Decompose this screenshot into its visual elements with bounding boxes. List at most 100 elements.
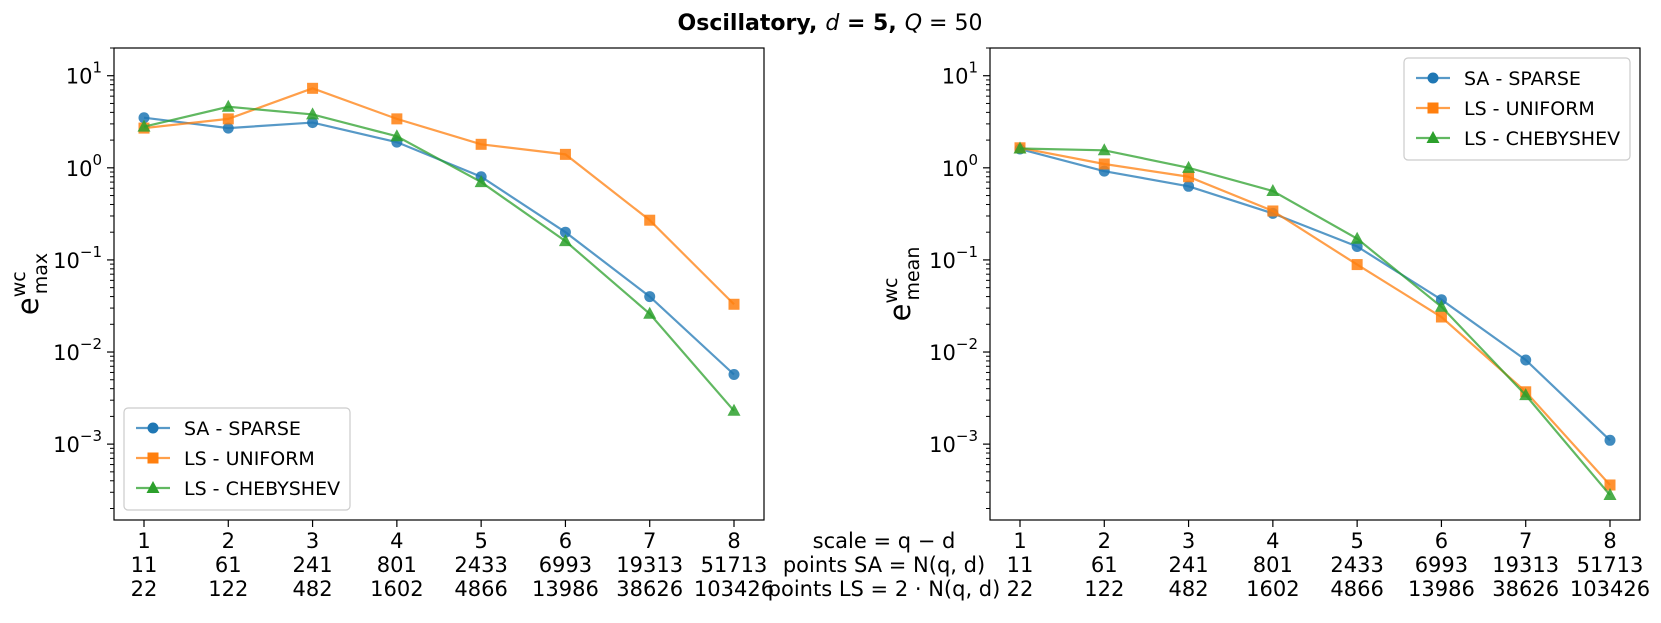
x-tick-label-scale: 7 xyxy=(1519,529,1532,553)
y-tick-label: 10−1 xyxy=(53,243,102,273)
legend-marker xyxy=(146,481,160,493)
data-point-sa xyxy=(307,117,319,129)
data-point-ls_chebyshev xyxy=(390,129,404,142)
x-tick-label-scale: 8 xyxy=(1603,529,1616,553)
legend-box xyxy=(1403,57,1631,161)
x-tick-label-points-sa: 61 xyxy=(1091,553,1118,577)
legend-label: SA - SPARSE xyxy=(184,418,301,440)
y-tick-label: 100 xyxy=(66,151,102,181)
x-tick-label-points-sa: 61 xyxy=(215,553,242,577)
legend-box xyxy=(123,407,351,511)
data-point-ls_chebyshev xyxy=(1434,299,1448,312)
legend: SA - SPARSE LS - UNIFORM LS - CHEBYSHEV xyxy=(1403,57,1631,161)
x-tick-label-points-sa: 51713 xyxy=(1577,553,1644,577)
x-tick-label-scale: 8 xyxy=(727,529,740,553)
series-line-ls_uniform xyxy=(1019,146,1611,486)
x-tick-label-scale: 7 xyxy=(643,529,656,553)
legend-marker xyxy=(1427,102,1439,114)
y-tick-label: 10−2 xyxy=(929,335,978,365)
x-tick-label-points-ls: 1602 xyxy=(1246,577,1299,601)
legend-label: LS - CHEBYSHEV xyxy=(184,478,340,500)
x-tick-label-scale: 6 xyxy=(559,529,572,553)
data-point-ls_uniform xyxy=(1098,158,1110,170)
data-point-ls_uniform xyxy=(307,82,319,94)
data-point-ls_uniform xyxy=(1435,311,1447,323)
x-tick-label-points-ls: 4866 xyxy=(1330,577,1383,601)
data-point-ls_uniform xyxy=(222,113,234,125)
title-q-value: = 50 xyxy=(922,11,982,36)
data-point-ls_chebyshev xyxy=(1603,488,1617,501)
data-point-ls_uniform xyxy=(728,298,740,310)
data-point-ls_uniform xyxy=(475,138,487,150)
y-tick-label: 10−3 xyxy=(53,427,102,457)
legend-marker xyxy=(147,452,159,464)
x-tick-label-points-sa: 11 xyxy=(1007,553,1034,577)
figure-title: Oscillatory, d = 5, Q = 50 xyxy=(678,11,983,36)
x-tick-label-scale: 1 xyxy=(137,529,150,553)
y-tick-label: 10−2 xyxy=(53,335,102,365)
x-tick-label-scale: 4 xyxy=(1266,529,1279,553)
x-tick-label-points-sa: 19313 xyxy=(616,553,683,577)
x-tick-label-scale: 6 xyxy=(1435,529,1448,553)
data-point-sa xyxy=(644,291,656,303)
x-tick-label-points-ls: 13986 xyxy=(532,577,599,601)
left-plot: 10110010−110−210−3ewcmax1112226112232414… xyxy=(8,47,774,601)
x-tick-label-points-ls: 22 xyxy=(131,577,158,601)
legend-marker xyxy=(147,422,159,434)
data-point-ls_chebyshev xyxy=(1013,141,1027,154)
data-point-ls_chebyshev xyxy=(727,403,741,416)
y-axis-label: ewcmax xyxy=(8,253,52,315)
data-point-ls_chebyshev xyxy=(1519,388,1533,401)
x-tick-label-points-ls: 482 xyxy=(293,577,333,601)
data-point-ls_chebyshev xyxy=(1097,143,1111,156)
x-tick-label-scale: 5 xyxy=(1350,529,1363,553)
title-d-value: = 5, xyxy=(839,11,896,36)
data-point-sa xyxy=(1351,240,1363,252)
x-tick-label-points-ls: 103426 xyxy=(1570,577,1650,601)
x-tick-label-points-ls: 13986 xyxy=(1408,577,1475,601)
legend-label: LS - UNIFORM xyxy=(184,448,315,470)
y-tick-label: 101 xyxy=(942,59,978,89)
legend-label: LS - UNIFORM xyxy=(1464,98,1595,120)
x-row-label-points-sa: points SA = N(q, d) xyxy=(783,553,985,577)
x-tick-label-points-ls: 122 xyxy=(1084,577,1124,601)
legend-label: SA - SPARSE xyxy=(1464,68,1581,90)
data-point-sa xyxy=(1604,434,1616,446)
x-tick-label-scale: 2 xyxy=(222,529,235,553)
legend-label: LS - CHEBYSHEV xyxy=(1464,128,1620,150)
series-line-ls_chebyshev xyxy=(143,105,735,412)
data-point-sa xyxy=(1183,180,1195,192)
x-tick-label-points-ls: 38626 xyxy=(1492,577,1559,601)
x-tick-label-scale: 3 xyxy=(306,529,319,553)
data-point-ls_uniform xyxy=(1351,259,1363,271)
plot-frame xyxy=(989,47,1641,521)
data-point-ls_chebyshev xyxy=(306,107,320,120)
x-tick-label-points-sa: 2433 xyxy=(1330,553,1383,577)
data-point-ls_chebyshev xyxy=(1182,160,1196,173)
x-tick-label-points-sa: 801 xyxy=(1253,553,1293,577)
data-point-ls_uniform xyxy=(644,214,656,226)
data-point-sa xyxy=(728,369,740,381)
x-tick-label-points-sa: 241 xyxy=(293,553,333,577)
x-tick-label-scale: 3 xyxy=(1182,529,1195,553)
series-line-sa xyxy=(1019,147,1611,442)
series-line-ls_uniform xyxy=(143,87,735,306)
x-tick-label-scale: 1 xyxy=(1013,529,1026,553)
data-point-ls_chebyshev xyxy=(1266,184,1280,197)
data-point-sa xyxy=(559,226,571,238)
x-tick-label-points-ls: 4866 xyxy=(454,577,507,601)
plot-frame xyxy=(113,47,765,521)
data-point-sa xyxy=(138,112,150,124)
data-point-ls_uniform xyxy=(391,113,403,125)
data-point-ls_uniform xyxy=(1604,479,1616,491)
data-point-sa xyxy=(1520,354,1532,366)
legend-marker xyxy=(1427,72,1439,84)
legend: SA - SPARSE LS - UNIFORM LS - CHEBYSHEV xyxy=(123,407,351,511)
data-point-ls_uniform xyxy=(1183,171,1195,183)
data-point-ls_chebyshev xyxy=(137,119,151,132)
y-tick-label: 100 xyxy=(942,151,978,181)
x-tick-label-points-ls: 1602 xyxy=(370,577,423,601)
data-point-ls_uniform xyxy=(1267,205,1279,217)
legend-marker xyxy=(1426,131,1440,143)
